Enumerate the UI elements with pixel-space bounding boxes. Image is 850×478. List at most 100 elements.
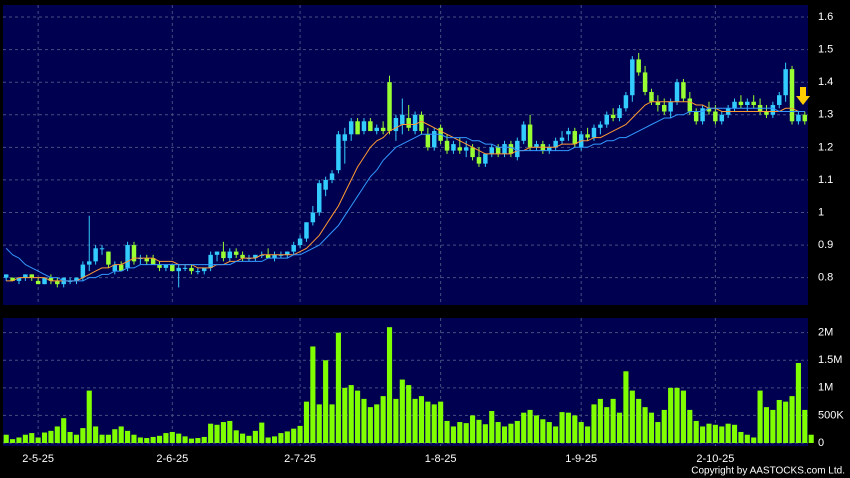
candle-body: [483, 153, 488, 164]
candle-body: [470, 147, 475, 158]
candle-body: [170, 264, 175, 272]
volume-bar: [572, 415, 578, 443]
volume-bar: [271, 436, 278, 443]
volume-bar: [559, 412, 565, 443]
candle-body: [700, 108, 705, 122]
x-tick-label: 2-6-25: [156, 453, 188, 465]
y-tick-label: 1.3: [818, 109, 833, 121]
candle-body: [706, 108, 712, 112]
candle-body: [182, 267, 188, 269]
y-tick-label: 1M: [818, 382, 833, 394]
volume-bar: [393, 398, 399, 443]
volume-bar: [361, 398, 367, 443]
candle-body: [163, 264, 169, 268]
volume-bar: [323, 360, 329, 443]
price-panel: [3, 5, 808, 305]
volume-bar: [29, 433, 35, 443]
volume-bar: [182, 436, 188, 443]
candle-body: [304, 222, 309, 239]
volume-bar: [54, 426, 60, 443]
candle-body: [521, 124, 526, 141]
candle-body: [23, 274, 28, 278]
volume-bar: [201, 436, 207, 443]
volume-bar: [687, 409, 693, 443]
candle-body: [796, 114, 801, 122]
candle-body: [189, 267, 194, 272]
candle-body: [783, 69, 788, 96]
volume-bar: [725, 423, 731, 443]
volume-bar: [144, 438, 150, 443]
volume-bar: [738, 431, 744, 443]
candle-body: [732, 101, 737, 109]
volume-bar: [22, 434, 28, 443]
y-tick-label: 0.9: [818, 239, 833, 251]
volume-bar: [636, 398, 642, 443]
volume-bar: [105, 434, 111, 443]
candle-body: [630, 59, 635, 96]
candle-body: [687, 98, 693, 112]
volume-bar: [10, 439, 16, 443]
candle-body: [719, 114, 724, 122]
candle-body: [144, 258, 149, 262]
volume-bar: [591, 404, 597, 443]
candle-body: [604, 114, 609, 125]
candle-body: [777, 95, 782, 105]
candle-body: [412, 114, 418, 132]
volume-bar: [367, 407, 373, 443]
latest-marker: [796, 87, 810, 105]
volume-bar: [316, 404, 322, 443]
volume-bar: [99, 434, 105, 443]
candle-body: [432, 131, 437, 148]
volume-bar: [597, 398, 603, 443]
volume-bar: [616, 412, 623, 443]
candle-body: [636, 59, 641, 73]
candle-body: [253, 254, 258, 259]
marks: 0.8 0.9 1 1.1 1.2 1.3 1.4 1.5 1.6 0 500K 1M 1.5M 2M 2-…: [3, 5, 844, 465]
candle-body: [713, 111, 718, 122]
candle-body: [610, 114, 616, 119]
volume-bar: [374, 404, 380, 443]
volume-bar: [565, 412, 571, 443]
volume-bar: [751, 437, 757, 443]
volume-bar: [125, 430, 131, 443]
volume-bar: [246, 435, 252, 443]
candle-body: [770, 105, 776, 115]
candle-body: [336, 134, 341, 171]
candle-body: [444, 140, 450, 151]
volume-bar: [412, 398, 418, 443]
candle-body: [29, 274, 34, 278]
volume-bar: [150, 436, 156, 443]
y-tick-label: 1.4: [818, 76, 833, 88]
volume-bar: [259, 422, 265, 443]
volume-bar: [783, 401, 789, 443]
y-tick-label: 2M: [818, 327, 833, 339]
volume-bar: [744, 434, 750, 443]
candle-body: [208, 254, 213, 268]
volume-bar: [303, 401, 310, 443]
candle-body: [176, 267, 181, 272]
candle-body: [329, 173, 335, 180]
candle-body: [649, 91, 654, 102]
volume-bar: [208, 423, 214, 443]
candle-body: [323, 179, 328, 190]
volume-bar: [348, 385, 354, 443]
candle-body: [662, 105, 667, 112]
volume-bar: [463, 423, 469, 443]
volume-bar: [533, 415, 540, 443]
volume-bar: [355, 390, 361, 443]
volume-bar: [329, 404, 335, 443]
candle-body: [642, 72, 648, 92]
volume-bar: [431, 404, 437, 443]
volume-bar: [220, 422, 226, 443]
volume-bar: [131, 434, 137, 443]
volume-bar: [291, 428, 297, 443]
candle-body: [106, 251, 111, 265]
volume-bar: [700, 426, 706, 443]
volume-bar: [470, 415, 476, 443]
volume-bar: [112, 429, 118, 443]
candle-body: [495, 147, 501, 154]
y-tick-label: 1.5M: [818, 354, 842, 366]
volume-bar: [546, 422, 552, 443]
